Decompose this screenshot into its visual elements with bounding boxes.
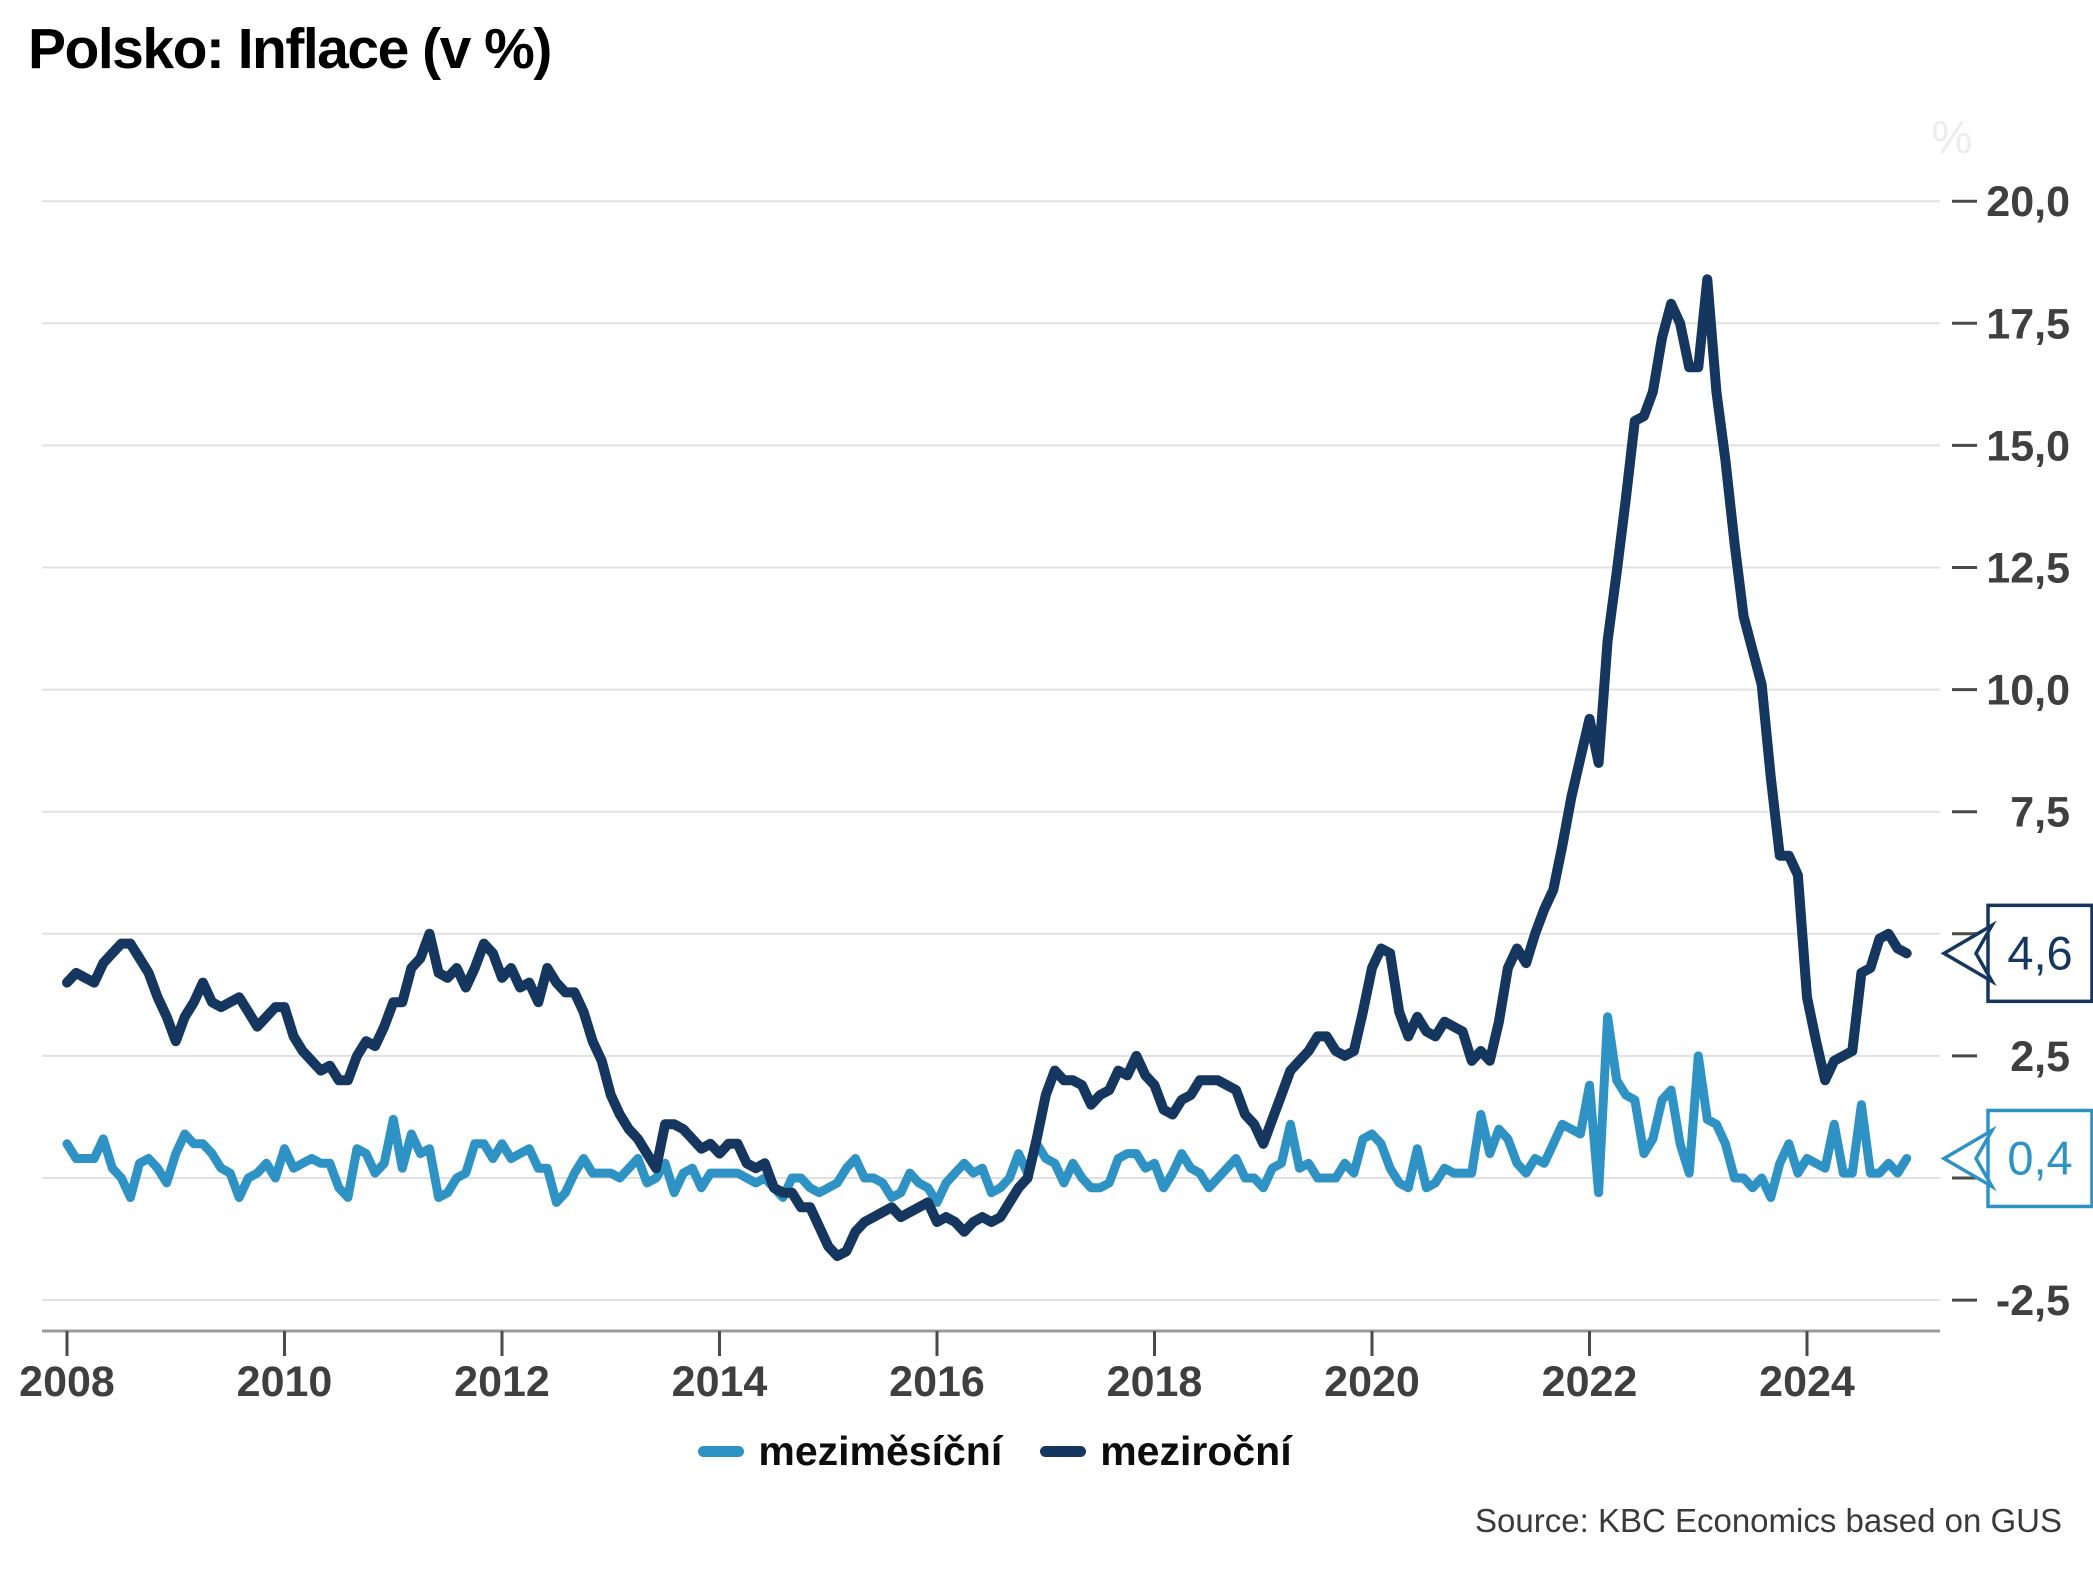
callout-box	[1986, 1108, 2093, 1209]
legend-label: meziměsíční	[758, 1428, 1003, 1474]
legend-item-mezimesicni: meziměsíční	[698, 1428, 1002, 1475]
series-line-mezimesicni	[62, 1012, 1912, 1207]
x-tick-label: 2016	[889, 1358, 985, 1406]
y-tick-label: 20,0	[1986, 178, 2070, 226]
x-tick-label: 2022	[1542, 1358, 1638, 1406]
y-tick-label: 10,0	[1986, 667, 2070, 715]
x-tick-label: 2020	[1324, 1358, 1420, 1406]
x-tick-label: 2010	[237, 1358, 333, 1406]
x-tick-label: 2014	[672, 1358, 768, 1406]
legend-label: meziroční	[1100, 1428, 1292, 1474]
legend: meziměsíční meziroční	[0, 1428, 1990, 1475]
y-axis-unit-label: %	[1931, 111, 1973, 163]
series-line-mezirocni	[62, 274, 1912, 1262]
y-tick-label: -2,5	[1996, 1277, 2070, 1325]
legend-swatch	[1040, 1446, 1087, 1457]
legend-item-mezirocni: meziroční	[1040, 1428, 1292, 1475]
callout-box	[1986, 903, 2093, 1004]
callout-yoy: 4,6	[1940, 903, 2093, 1004]
y-tick-label: 17,5	[1986, 300, 2070, 348]
y-tick-label: 2,5	[2010, 1033, 2070, 1081]
callout-mom: 0,4	[1940, 1108, 2093, 1209]
x-tick-label: 2008	[19, 1358, 115, 1406]
y-tick-label: 7,5	[2010, 789, 2070, 837]
y-tick-label: 15,0	[1986, 422, 2070, 470]
x-tick-label: 2012	[454, 1358, 550, 1406]
callout-value: 4,6	[2007, 926, 2072, 979]
callout-arrow	[1940, 920, 1997, 987]
x-tick-label: 2018	[1107, 1358, 1203, 1406]
chart-title: Polsko: Inflace (v %)	[28, 17, 552, 81]
x-tick-label: 2024	[1759, 1358, 1855, 1406]
legend-swatch	[698, 1446, 745, 1457]
callout-arrow	[1940, 1125, 1997, 1192]
source-attribution: Source: KBC Economics based on GUS	[1475, 1502, 2062, 1539]
y-tick-label: 12,5	[1986, 545, 2070, 593]
callout-value: 0,4	[2007, 1131, 2072, 1184]
